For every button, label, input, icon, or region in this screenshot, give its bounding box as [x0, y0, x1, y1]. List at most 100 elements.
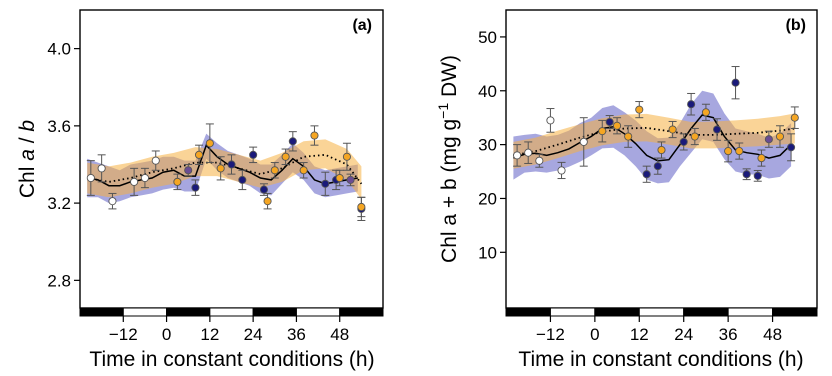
- panel-a-data-point: [108, 197, 117, 206]
- panel-a-data-point: [216, 164, 225, 173]
- panel-b-data-point: [535, 156, 544, 165]
- panel-b-data-point: [635, 105, 644, 114]
- panel-a-data-point: [249, 150, 258, 159]
- panel-b-data-point: [624, 132, 633, 141]
- panel-b-data-point: [642, 170, 651, 179]
- panel-b-data-point: [757, 154, 766, 163]
- panel-b-data-point: [657, 145, 666, 155]
- panel-b-y-tick-label: 40: [478, 82, 497, 101]
- panel-b-data-point: [764, 135, 773, 144]
- panel-b-dark-period: [772, 307, 818, 317]
- panel-a-dark-period: [252, 307, 297, 317]
- panel-a-chart: 2.83.23.64.0 −12 0 12 24 36 48 (a) Chl a / b …: [16, 9, 384, 371]
- panel-b-data-point: [524, 148, 533, 157]
- panel-b-dark-period: [594, 307, 640, 317]
- panel-b-fit-line-1: [513, 114, 792, 162]
- panel-b-data-point: [653, 162, 662, 171]
- panel-b-data-point: [513, 151, 522, 160]
- panel-b-data-point: [687, 100, 696, 109]
- panel-a-data-point: [335, 173, 344, 183]
- panel-a-data-point: [263, 197, 272, 206]
- panel-a-data-point: [288, 137, 297, 146]
- panel-a-data-point: [299, 166, 308, 175]
- panel-b-dark-period: [683, 307, 729, 317]
- panel-b-x-tick-label: 48: [763, 325, 782, 344]
- panel-a-dark-period: [166, 307, 211, 317]
- svg-text:(a): (a): [352, 17, 372, 34]
- panel-a-data-point: [270, 166, 279, 175]
- panel-b-x-axis-title: Time in constant conditions (h): [518, 348, 803, 371]
- panel-a-x-tick-label: 24: [244, 325, 263, 344]
- panel-a-data-point: [194, 150, 204, 159]
- panel-b-data-point: [605, 117, 614, 127]
- panel-b-data-point: [731, 78, 740, 87]
- panel-a-data-point: [342, 152, 351, 161]
- panel-b-y-axis-title: Chl a + b (mg g−1 DW): [435, 55, 461, 263]
- panel-b-data-point: [690, 132, 699, 141]
- panel-b-data-point: [598, 127, 607, 136]
- panel-a-x-tick-label: −12: [109, 325, 138, 344]
- panel-a-data-point: [205, 139, 214, 148]
- panel-a-data-point: [97, 164, 106, 173]
- panel-a-x-tick-label: 36: [287, 325, 306, 344]
- panel-b-data-point: [613, 121, 622, 130]
- panel-a-data-point: [357, 202, 366, 212]
- panel-a-label: a: [358, 17, 367, 34]
- panel-b-data-point: [787, 143, 796, 152]
- panel-a-y-tick-label: 3.6: [47, 117, 71, 136]
- panel-a-x-tick-label: 0: [162, 325, 171, 344]
- panel-a-data-point: [346, 175, 355, 184]
- panel-a-y-tick-label: 2.8: [47, 271, 71, 290]
- panel-b-data-point: [775, 132, 785, 141]
- panel-b-y-tick-label: 20: [478, 189, 497, 208]
- panel-a-data-point: [173, 177, 182, 186]
- panel-b-x-tick-label: 12: [630, 325, 649, 344]
- panel-b-data-point: [712, 125, 722, 134]
- panel-b-light-period: [638, 307, 685, 317]
- panel-b-data-point: [668, 125, 677, 134]
- panel-a-light-period: [122, 307, 168, 317]
- panel-a-data-point: [184, 166, 193, 175]
- panel-b-data-point: [753, 171, 762, 180]
- panel-b-x-tick-label: 24: [674, 325, 693, 344]
- panel-b-x-tick-label: 36: [719, 325, 738, 344]
- panel-a-x-tick-label: 12: [200, 325, 219, 344]
- panel-b-light-period: [549, 307, 596, 317]
- panel-b-data-point: [742, 170, 751, 179]
- panel-b-data-point: [790, 113, 799, 122]
- panel-a-x-axis-title: Time in constant conditions (h): [89, 348, 374, 371]
- panel-b-fit-line-2: [513, 126, 795, 157]
- panel-a-data-point: [281, 152, 290, 161]
- panel-a-data-point: [259, 185, 269, 194]
- panel-a-data-point: [310, 131, 319, 140]
- panel-b-data-point: [679, 137, 688, 146]
- panel-a-data-point: [140, 173, 149, 183]
- panel-a-data-point: [86, 173, 95, 183]
- panel-b-y-tick-label: 10: [478, 243, 497, 262]
- panel-b-y-tick-label: 50: [478, 28, 497, 47]
- panel-b-data-point: [557, 166, 566, 175]
- panel-a-data-point: [130, 177, 139, 186]
- svg-text:(b): (b): [786, 17, 806, 34]
- panel-a-data-point: [238, 175, 247, 184]
- panel-a-dark-period: [339, 307, 384, 317]
- panel-a-data-point: [227, 160, 236, 169]
- panel-b-data-point: [724, 147, 733, 156]
- panel-b-label: b: [791, 17, 801, 34]
- panel-a-light-period: [295, 307, 341, 317]
- panel-a-y-tick-label: 3.2: [47, 194, 71, 213]
- panel-b-dark-period: [505, 307, 551, 317]
- panel-a-data-point: [151, 156, 160, 165]
- panel-b-data-point: [579, 137, 588, 146]
- panel-b-x-tick-label: −12: [536, 325, 565, 344]
- panel-a-data-point: [191, 183, 200, 192]
- panel-a-data-point: [321, 179, 330, 188]
- panel-b-data-point: [546, 116, 555, 125]
- panel-a-y-tick-label: 4.0: [47, 40, 71, 59]
- panel-b-x-tick-label: 0: [590, 325, 599, 344]
- panel-b-light-period: [727, 307, 774, 317]
- panel-b-chart: 10 20 30 40 50 −12 0 12 24 36 48 (b) Chl a + b (m…: [435, 9, 818, 371]
- panel-a-y-axis-title: Chl a / b: [16, 120, 39, 199]
- panel-b-data-point: [735, 147, 744, 156]
